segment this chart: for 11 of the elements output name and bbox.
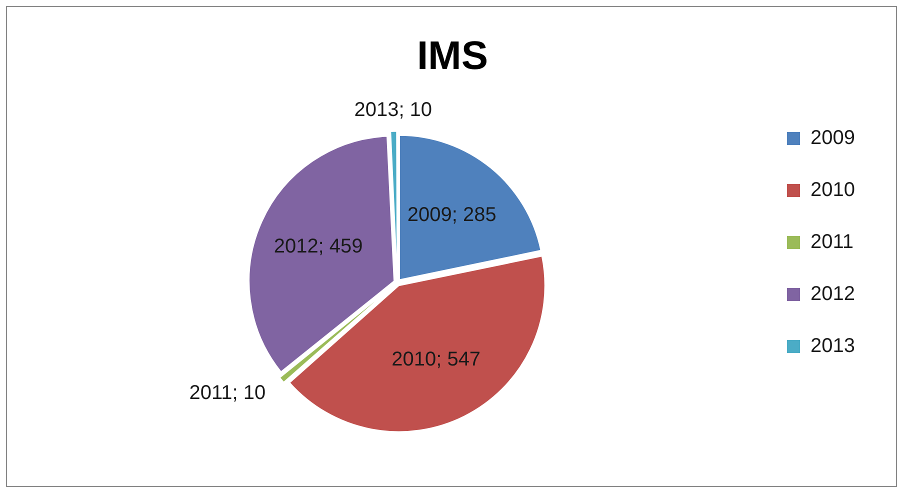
data-label: 2009; 285 — [407, 204, 496, 226]
data-label: 2013; 10 — [354, 98, 432, 121]
legend-label: 2010 — [810, 179, 856, 202]
data-label: 2012; 459 — [274, 235, 363, 258]
legend-label: 2009 — [810, 127, 856, 150]
data-label: 2011; 10 — [189, 382, 266, 404]
legend-label: 2012 — [810, 283, 856, 306]
legend-label: 2011 — [810, 231, 854, 254]
legend-label: 2013 — [810, 335, 856, 358]
chart-title: IMS — [416, 34, 488, 78]
data-label: 2010; 547 — [392, 348, 481, 370]
